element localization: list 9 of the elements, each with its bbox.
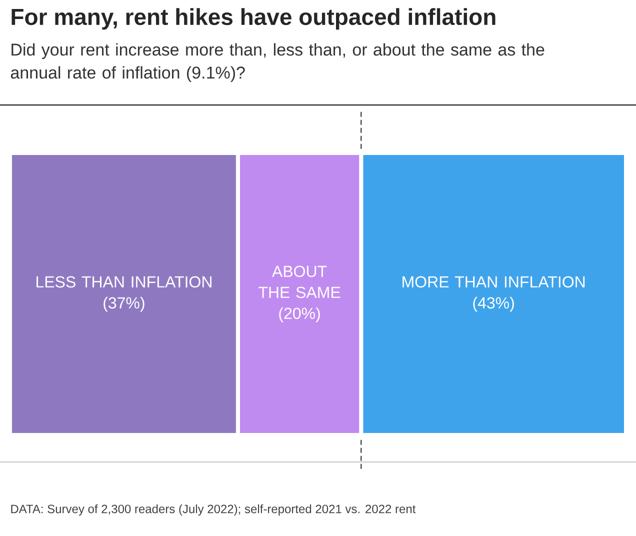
- chart-subtitle: Did your rent increase more than, less than, or about the same as the annual rate of inflation (9.1%)?: [10, 43, 544, 82]
- data-label: (20%): [279, 307, 320, 322]
- chart-title: For many, rent hikes have outpaced inflation: [12, 8, 496, 30]
- text: DATA: Survey of 2,300 readers (July 2022); self-reported 2021 vs. 2022 rent: [11, 504, 416, 516]
- data-label: (43%): [473, 296, 514, 312]
- series-label: MORE THAN INFLATION: [402, 276, 585, 288]
- series-label: LESS THAN INFLATION: [36, 276, 212, 288]
- data-label: (37%): [104, 296, 144, 312]
- series-label: ABOUT THE SAME: [258, 266, 340, 298]
